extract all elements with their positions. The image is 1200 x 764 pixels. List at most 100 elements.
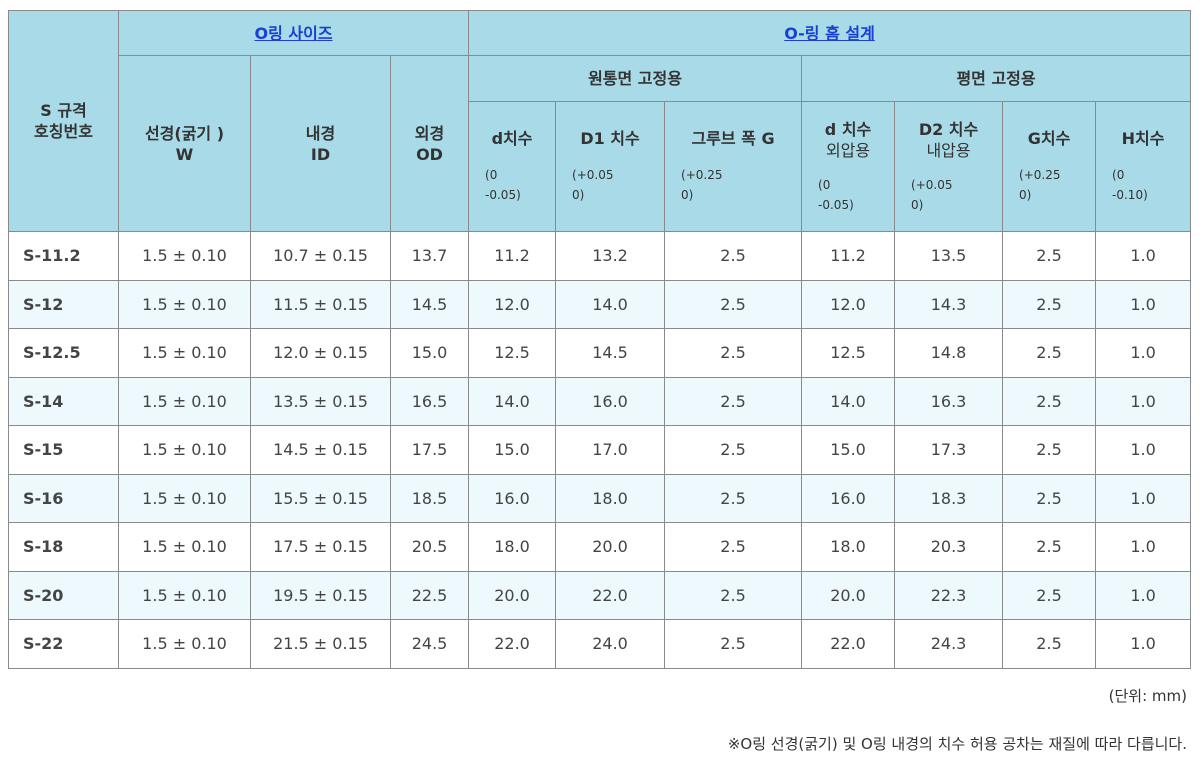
table-cell: 18.5 bbox=[389, 473, 470, 523]
header-d-cyl: d치수 (0 -0.05) bbox=[468, 101, 557, 232]
table-cell: 14.5 ± 0.15 bbox=[250, 425, 391, 475]
tolerance: (+0.25 0) bbox=[1019, 168, 1061, 202]
table-cell: 11.2 bbox=[801, 231, 896, 281]
table-cell: 13.5 bbox=[894, 231, 1004, 281]
spec-code-cell: S-20 bbox=[8, 570, 119, 620]
table-cell: 15.5 ± 0.15 bbox=[250, 473, 391, 523]
table-cell: 1.0 bbox=[1095, 619, 1192, 669]
header-id: 내경 ID bbox=[250, 55, 391, 232]
table-cell: 21.5 ± 0.15 bbox=[250, 619, 391, 669]
table-cell: 22.0 bbox=[555, 570, 666, 620]
oring-spec-table: S 규격 호칭번호 O링 사이즈 O-링 홈 설계 선경(굵기 ) W 내경 I… bbox=[8, 10, 1192, 669]
table-cell: 1.0 bbox=[1095, 473, 1192, 523]
table-cell: 1.5 ± 0.10 bbox=[118, 522, 251, 572]
table-cell: 1.5 ± 0.10 bbox=[118, 328, 251, 378]
tolerance-note: ※O링 선경(굵기) 및 O링 내경의 치수 허용 공차는 재질에 따라 다릅니… bbox=[727, 735, 1187, 753]
table-cell: 2.5 bbox=[1002, 473, 1097, 523]
table-cell: 1.0 bbox=[1095, 328, 1192, 378]
table-cell: 2.5 bbox=[664, 473, 803, 523]
table-cell: 2.5 bbox=[1002, 619, 1097, 669]
table-cell: 10.7 ± 0.15 bbox=[250, 231, 391, 281]
table-cell: 1.5 ± 0.10 bbox=[118, 619, 251, 669]
table-row: S-12.5 1.5 ± 0.10 12.0 ± 0.15 15.0 12.5 14.5 2… bbox=[8, 328, 1192, 378]
header-g: G치수 (+0.25 0) bbox=[1002, 101, 1097, 232]
table-cell: 18.0 bbox=[801, 522, 896, 572]
header-oring-size: O링 사이즈 bbox=[117, 10, 470, 56]
table-cell: 2.5 bbox=[664, 619, 803, 669]
table-cell: 15.0 bbox=[468, 425, 557, 475]
header-od: 외경 OD bbox=[389, 55, 470, 232]
tolerance: (0 -0.10) bbox=[1112, 168, 1148, 202]
table-cell: 19.5 ± 0.15 bbox=[250, 570, 391, 620]
table-cell: 24.3 bbox=[894, 619, 1004, 669]
table-cell: 2.5 bbox=[1002, 522, 1097, 572]
table-cell: 22.3 bbox=[894, 570, 1004, 620]
table-cell: 16.0 bbox=[555, 376, 666, 426]
groove-design-link[interactable]: O-링 홈 설계 bbox=[784, 23, 875, 43]
table-cell: 18.0 bbox=[468, 522, 557, 572]
table-cell: 12.5 bbox=[801, 328, 896, 378]
table-row: S-15 1.5 ± 0.10 14.5 ± 0.15 17.5 15.0 17.0 2.5… bbox=[8, 425, 1192, 475]
table-cell: 2.5 bbox=[664, 231, 803, 281]
header-cylinder-fix: 원통면 고정용 bbox=[468, 55, 803, 102]
table-cell: 16.5 bbox=[389, 376, 470, 426]
table-cell: 2.5 bbox=[664, 328, 803, 378]
table-cell: 20.0 bbox=[468, 570, 557, 620]
table-row: S-16 1.5 ± 0.10 15.5 ± 0.15 18.5 16.0 18.0 2.5… bbox=[8, 473, 1192, 523]
table-cell: 11.5 ± 0.15 bbox=[250, 279, 391, 329]
header-spec: S 규격 호칭번호 bbox=[8, 10, 119, 232]
table-cell: 18.0 bbox=[555, 473, 666, 523]
spec-code-cell: S-16 bbox=[8, 473, 119, 523]
table-cell: 24.5 bbox=[389, 619, 470, 669]
table-cell: 2.5 bbox=[1002, 231, 1097, 281]
table-cell: 2.5 bbox=[1002, 279, 1097, 329]
table-cell: 14.0 bbox=[555, 279, 666, 329]
table-cell: 17.5 ± 0.15 bbox=[250, 522, 391, 572]
header-w: 선경(굵기 ) W bbox=[118, 55, 251, 232]
table-cell: 2.5 bbox=[1002, 425, 1097, 475]
table-cell: 13.2 bbox=[555, 231, 666, 281]
table-cell: 22.0 bbox=[468, 619, 557, 669]
table-row: S-20 1.5 ± 0.10 19.5 ± 0.15 22.5 20.0 22.0 2.5… bbox=[8, 570, 1192, 620]
spec-code-cell: S-11.2 bbox=[8, 231, 119, 281]
table-cell: 2.5 bbox=[664, 522, 803, 572]
header-groove-width: 그루브 폭 G (+0.25 0) bbox=[664, 101, 803, 232]
spec-code-cell: S-12.5 bbox=[8, 328, 119, 378]
tolerance: (+0.25 0) bbox=[681, 168, 723, 202]
table-cell: 2.5 bbox=[664, 376, 803, 426]
table-cell: 14.8 bbox=[894, 328, 1004, 378]
table-cell: 17.5 bbox=[389, 425, 470, 475]
header-flat-fix: 평면 고정용 bbox=[801, 55, 1192, 102]
table-cell: 14.5 bbox=[389, 279, 470, 329]
table-cell: 16.3 bbox=[894, 376, 1004, 426]
table-cell: 11.2 bbox=[468, 231, 557, 281]
tolerance: (+0.05 0) bbox=[911, 177, 953, 212]
table-cell: 22.0 bbox=[801, 619, 896, 669]
table-cell: 12.5 bbox=[468, 328, 557, 378]
tolerance: (0 -0.05) bbox=[818, 177, 854, 212]
table-cell: 20.0 bbox=[555, 522, 666, 572]
table-cell: 15.0 bbox=[801, 425, 896, 475]
table-row: S-18 1.5 ± 0.10 17.5 ± 0.15 20.5 18.0 20.0 2.5… bbox=[8, 522, 1192, 572]
spec-code-cell: S-18 bbox=[8, 522, 119, 572]
table-cell: 1.5 ± 0.10 bbox=[118, 231, 251, 281]
spec-code-cell: S-22 bbox=[8, 619, 119, 669]
table-cell: 17.3 bbox=[894, 425, 1004, 475]
table-cell: 2.5 bbox=[1002, 570, 1097, 620]
table-row: S-11.2 1.5 ± 0.10 10.7 ± 0.15 13.7 11.2 13.2 2… bbox=[8, 231, 1192, 281]
table-cell: 13.7 bbox=[389, 231, 470, 281]
oring-size-link[interactable]: O링 사이즈 bbox=[254, 23, 333, 43]
unit-note: (단위: mm) bbox=[1108, 687, 1187, 705]
table-cell: 20.3 bbox=[894, 522, 1004, 572]
header-d-flat: d 치수 외압용 (0 -0.05) bbox=[801, 101, 896, 232]
table-cell: 2.5 bbox=[664, 425, 803, 475]
tolerance: (+0.05 0) bbox=[572, 168, 614, 202]
table-cell: 15.0 bbox=[389, 328, 470, 378]
table-row: S-12 1.5 ± 0.10 11.5 ± 0.15 14.5 12.0 14.0 2.5… bbox=[8, 279, 1192, 329]
header-d1: D1 치수 (+0.05 0) bbox=[555, 101, 666, 232]
table-cell: 2.5 bbox=[664, 279, 803, 329]
table-cell: 14.5 bbox=[555, 328, 666, 378]
table-cell: 2.5 bbox=[664, 570, 803, 620]
header-h: H치수 (0 -0.10) bbox=[1095, 101, 1192, 232]
table-cell: 2.5 bbox=[1002, 376, 1097, 426]
